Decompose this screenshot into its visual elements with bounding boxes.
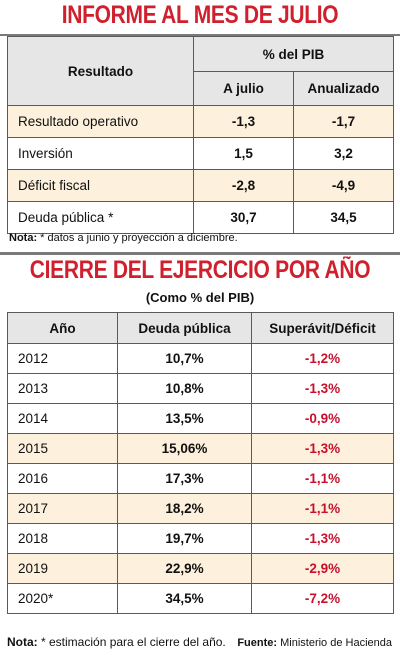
cell-saldo: -1,3%	[251, 523, 394, 554]
table-row: 2012 10,7% -1,2%	[7, 343, 394, 374]
header-superavit: Superávit/Déficit	[251, 312, 394, 344]
table-row: Inversión 1,5 3,2	[7, 137, 395, 170]
table-row: Deuda pública * 30,7 34,5	[7, 201, 395, 234]
header-resultado: Resultado	[7, 36, 194, 106]
cell-a-julio: -2,8	[193, 169, 294, 202]
header-anualizado: Anualizado	[292, 71, 395, 106]
note-label: Nota:	[7, 635, 38, 649]
cell-year: 2016	[7, 463, 118, 494]
table-row: Resultado operativo -1,3 -1,7	[7, 105, 395, 138]
table-row: 2013 10,8% -1,3%	[7, 373, 394, 404]
cell-year: 2017	[7, 493, 118, 524]
table-row: 2020* 34,5% -7,2%	[7, 583, 394, 614]
cell-anualizado: 34,5	[292, 201, 395, 234]
cell-saldo: -7,2%	[251, 583, 394, 614]
section1-title: INFORME AL MES DE JULIO	[61, 1, 339, 29]
cell-anualizado: -4,9	[292, 169, 395, 202]
cell-saldo: -1,3%	[251, 433, 394, 464]
cell-saldo: -1,3%	[251, 373, 394, 404]
cell-saldo: -1,2%	[251, 343, 394, 374]
table-row: 2018 19,7% -1,3%	[7, 523, 394, 554]
cell-a-julio: 30,7	[193, 201, 294, 234]
note-label: Nota:	[9, 232, 38, 244]
cell-deuda: 18,2%	[117, 493, 252, 524]
cell-deuda: 10,7%	[117, 343, 252, 374]
source: Fuente: Ministerio de Hacienda	[237, 637, 392, 649]
row-label: Déficit fiscal	[7, 169, 194, 202]
cell-saldo: -0,9%	[251, 403, 394, 434]
note-text: * estimación para el cierre del año.	[37, 635, 226, 649]
cell-saldo: -2,9%	[251, 553, 394, 584]
header-a-julio: A julio	[193, 71, 294, 106]
cell-a-julio: 1,5	[193, 137, 294, 170]
section2-title: CIERRE DEL EJERCICIO POR AÑO	[29, 256, 371, 284]
cell-deuda: 34,5%	[117, 583, 252, 614]
cell-deuda: 19,7%	[117, 523, 252, 554]
row-label: Deuda pública *	[7, 201, 194, 234]
cell-year: 2012	[7, 343, 118, 374]
section2-subtitle: (Como % del PIB)	[145, 290, 255, 305]
row-label: Inversión	[7, 137, 194, 170]
note-1: Nota: * datos a junio y proyección a dic…	[9, 232, 238, 244]
cell-year: 2013	[7, 373, 118, 404]
table-row: 2015 15,06% -1,3%	[7, 433, 394, 464]
source-label: Fuente:	[237, 637, 278, 649]
cell-deuda: 15,06%	[117, 433, 252, 464]
cell-anualizado: 3,2	[292, 137, 395, 170]
note-2: Nota: * estimación para el cierre del añ…	[7, 635, 226, 649]
note-text: * datos a junio y proyección a diciembre…	[37, 232, 238, 244]
header-anio: Año	[7, 312, 118, 344]
row-label: Resultado operativo	[7, 105, 194, 138]
cell-saldo: -1,1%	[251, 463, 394, 494]
source-text: Ministerio de Hacienda	[277, 637, 392, 649]
cell-deuda: 17,3%	[117, 463, 252, 494]
cell-anualizado: -1,7	[292, 105, 395, 138]
table-row: Déficit fiscal -2,8 -4,9	[7, 169, 395, 202]
cell-deuda: 13,5%	[117, 403, 252, 434]
cell-deuda: 10,8%	[117, 373, 252, 404]
table-row: 2016 17,3% -1,1%	[7, 463, 394, 494]
divider	[0, 34, 400, 36]
table-row: 2017 18,2% -1,1%	[7, 493, 394, 524]
cell-deuda: 22,9%	[117, 553, 252, 584]
divider	[0, 252, 400, 255]
yearly-close-table: Año Deuda pública Superávit/Déficit 2012…	[7, 312, 394, 614]
july-report-table: Resultado % del PIB A julio Anualizado R…	[7, 36, 395, 234]
cell-year: 2014	[7, 403, 118, 434]
cell-a-julio: -1,3	[193, 105, 294, 138]
cell-saldo: -1,1%	[251, 493, 394, 524]
cell-year: 2015	[7, 433, 118, 464]
table-row: 2014 13,5% -0,9%	[7, 403, 394, 434]
header-pib: % del PIB	[192, 36, 395, 72]
cell-year: 2020*	[7, 583, 118, 614]
cell-year: 2019	[7, 553, 118, 584]
header-deuda: Deuda pública	[117, 312, 252, 344]
table-row: 2019 22,9% -2,9%	[7, 553, 394, 584]
cell-year: 2018	[7, 523, 118, 554]
